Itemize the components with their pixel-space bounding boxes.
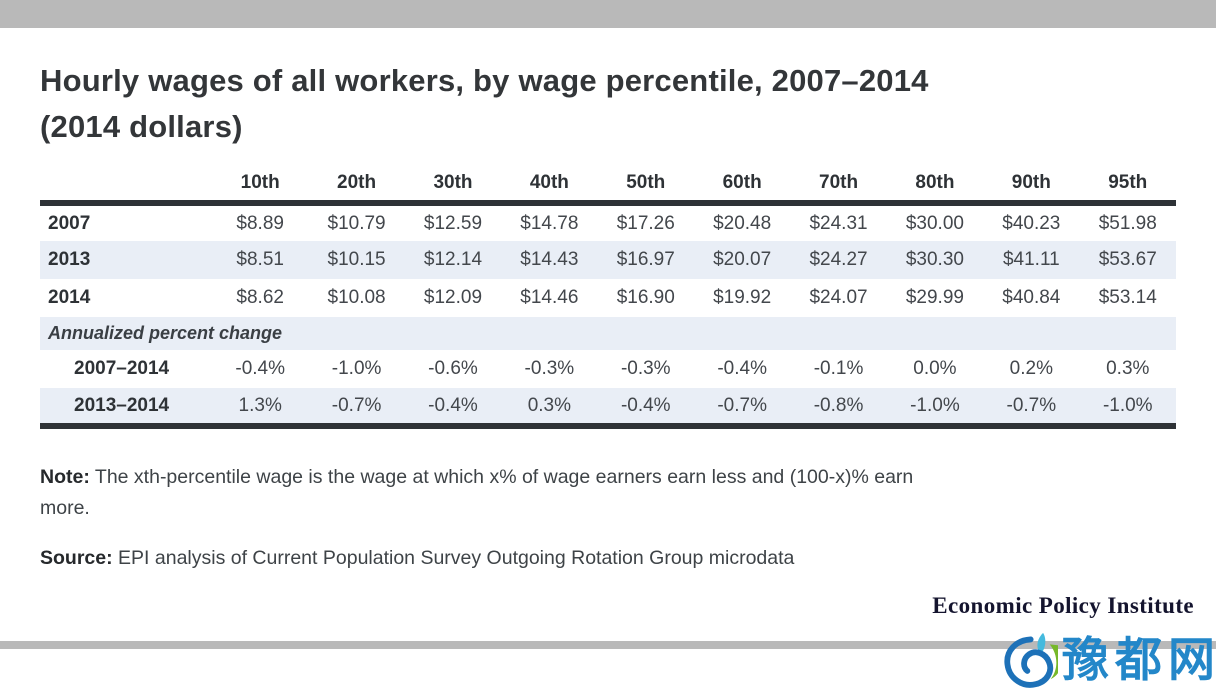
table-cell: $8.89 [236,212,284,234]
table-cell: $24.31 [809,212,868,234]
table-cell: $53.14 [1098,287,1157,308]
table-cell: $30.00 [905,212,964,234]
table-cell: 0.3% [527,394,572,416]
table-cell: 0.2% [1009,358,1053,379]
table-cell: $8.51 [236,249,284,270]
table-cell: $10.79 [327,212,386,234]
table-cell: $40.23 [1002,212,1061,234]
table-cell: -0.7% [717,394,767,416]
watermark-text: 豫都网 [1062,633,1216,688]
table-cell: $20.07 [713,249,772,270]
column-header: 50th [626,172,666,193]
table-cell: $41.11 [1002,249,1060,270]
table-cell: -0.7% [1006,394,1057,416]
table-cell: -0.1% [813,358,864,379]
table-row: Annualized percent change [40,317,1176,350]
table-cell: $8.62 [236,287,284,308]
row-label: 2007–2014 [74,358,170,379]
table-cell: -1.0% [331,358,382,379]
table-row: 2013–2014 1.3% -0.7% -0.4% 0.3% -0.4% -0.7% -0.… [40,388,1176,426]
table-cell: $14.46 [520,287,579,308]
table-cell: -1.0% [910,394,960,416]
watermark: 豫都网 [1000,624,1216,698]
table-cell: $51.98 [1098,212,1157,234]
table-cell: $19.92 [713,287,772,308]
column-header: 40th [529,172,569,193]
column-header: 60th [722,172,762,193]
table-row: 2013 $8.51 $10.15 $12.14 $14.43 $16.97 $20.07 $… [40,241,1176,279]
page-title-line2: (2014 dollars) [40,109,243,144]
column-header: 10th [240,172,280,193]
table-cell: $12.59 [423,212,483,234]
note-label: Note: [40,466,90,488]
table-cell: -0.6% [428,358,478,379]
row-label: 2013 [48,249,91,270]
table-cell: -1.0% [1102,394,1153,416]
page-title-line1: Hourly wages of all workers, by wage per… [40,63,929,98]
table-header: 10th 20th 30th 40th 50th 60th 70th 80th 90th 95th [40,170,1176,203]
table-cell: $12.14 [423,249,483,270]
row-label: 2014 [48,287,91,308]
table-body: 2007 $8.89 $10.79 $12.59 $14.78 $17.26 $20.48 $… [40,203,1176,426]
table-row: 2007–2014 -0.4% -1.0% -0.6% -0.3% -0.3% -0.4% -… [40,350,1176,388]
table-cell: 0.3% [1106,358,1150,379]
table-cell: -0.7% [331,394,382,416]
column-header: 95th [1108,172,1148,193]
table-cell: $53.67 [1098,249,1157,270]
wage-table-container: 10th 20th 30th 40th 50th 60th 70th 80th 90th 95th… [40,170,1176,429]
bottom-gray-divider [0,641,1216,649]
table-cell: -0.3% [524,358,575,379]
note: Note: The xth-percentile wage is the wag… [40,462,1182,524]
table-cell: -0.4% [620,394,671,416]
source-text: EPI analysis of Current Population Surve… [118,547,795,569]
table-row: 2014 $8.62 $10.08 $12.09 $14.46 $16.90 $19.92 $… [40,279,1176,317]
table-cell: -0.4% [235,358,286,379]
table-cell: $40.84 [1002,287,1061,308]
column-header: 90th [1011,172,1051,193]
table-header-row: 10th 20th 30th 40th 50th 60th 70th 80th 90th 95th [40,170,1176,203]
table-cell: $16.97 [616,249,675,270]
column-header: 70th [819,172,859,193]
row-label: 2007 [48,212,91,234]
table-cell: $10.08 [327,287,386,308]
table-cell: -0.4% [717,358,767,379]
table-cell: 0.0% [913,358,957,379]
table-cell: $16.90 [616,287,675,308]
table-cell: $12.09 [423,287,483,308]
table-corner-cell [40,170,212,203]
source: Source: EPI analysis of Current Populati… [40,543,1182,574]
table-cell: -0.3% [620,358,671,379]
table-cell: $17.26 [616,212,675,234]
table-cell: 1.3% [238,394,282,416]
column-header: 80th [915,172,955,193]
top-gray-bar [0,0,1216,28]
column-header: 20th [337,172,377,193]
table-cell: $24.07 [809,287,868,308]
table-cell: $14.78 [520,212,579,234]
table-row: 2007 $8.89 $10.79 $12.59 $14.78 $17.26 $20.48 $… [40,203,1176,241]
table-cell: -0.8% [813,394,864,416]
page-title: Hourly wages of all workers, by wage per… [40,58,1180,150]
watermark-swirl-icon [1004,632,1058,688]
table-cell: $10.15 [327,249,386,270]
table-cell: $14.43 [520,249,579,270]
wage-table: 10th 20th 30th 40th 50th 60th 70th 80th 90th 95th… [40,170,1176,429]
note-text: The xth-percentile wage is the wage at w… [40,466,914,519]
table-cell: -0.4% [428,394,478,416]
section-row-label: Annualized percent change [48,323,283,343]
source-label: Source: [40,547,113,569]
row-label: 2013–2014 [74,394,170,416]
table-cell: $29.99 [905,287,964,308]
table-cell: $24.27 [809,249,868,270]
table-cell: $20.48 [713,212,772,234]
epi-wordmark: Economic Policy Institute [932,593,1194,618]
column-header: 30th [433,172,473,193]
table-cell: $30.30 [905,249,964,270]
